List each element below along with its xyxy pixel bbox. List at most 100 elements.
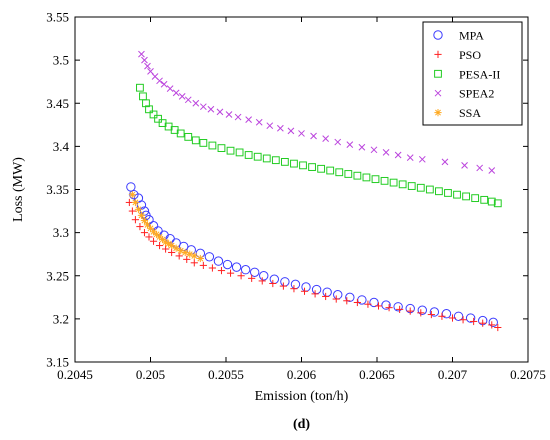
data-point bbox=[453, 190, 461, 199]
axis-ticks: 0.2045 0.205 0.2055 0.206 0.2065 0.207 0.2075 3… bbox=[46, 10, 546, 383]
series-pesa-ii bbox=[136, 83, 502, 208]
data-point bbox=[213, 256, 224, 266]
data-point bbox=[222, 259, 233, 270]
data-point bbox=[398, 180, 407, 189]
y-tick-label: 3.15 bbox=[46, 355, 69, 370]
y-tick-label: 3.2 bbox=[53, 311, 69, 326]
data-point bbox=[406, 154, 414, 161]
data-point bbox=[258, 277, 266, 285]
data-point bbox=[493, 199, 502, 208]
data-point bbox=[249, 267, 260, 277]
data-point bbox=[429, 307, 440, 317]
data-point bbox=[346, 141, 354, 149]
series-spea2 bbox=[138, 50, 496, 174]
data-point bbox=[494, 323, 502, 332]
data-point bbox=[149, 110, 158, 119]
data-point bbox=[190, 259, 198, 267]
y-tick-label: 3.35 bbox=[46, 182, 69, 197]
data-point bbox=[369, 297, 379, 308]
data-point bbox=[271, 156, 280, 165]
data-point bbox=[280, 158, 289, 166]
data-point bbox=[453, 311, 464, 321]
data-point bbox=[479, 319, 487, 327]
data-point bbox=[160, 80, 168, 88]
data-point bbox=[362, 173, 371, 182]
data-point bbox=[140, 229, 149, 237]
data-point bbox=[199, 139, 208, 147]
data-point bbox=[417, 305, 427, 315]
data-point bbox=[199, 261, 207, 269]
x-tick-label: 0.2045 bbox=[57, 367, 93, 382]
data-point bbox=[136, 222, 144, 231]
data-point bbox=[287, 127, 295, 135]
data-point bbox=[465, 313, 476, 323]
data-point bbox=[144, 62, 151, 70]
data-point bbox=[438, 312, 446, 320]
data-point bbox=[364, 300, 372, 308]
data-point bbox=[234, 113, 242, 121]
data-point bbox=[394, 151, 402, 159]
legend-label: PSO bbox=[459, 48, 481, 62]
data-point bbox=[374, 302, 383, 310]
data-point bbox=[381, 300, 391, 310]
data-point bbox=[299, 161, 307, 170]
data-point bbox=[231, 262, 242, 272]
data-point bbox=[166, 85, 174, 92]
series-pso bbox=[125, 198, 502, 332]
data-point bbox=[358, 143, 366, 151]
data-point bbox=[310, 132, 317, 140]
data-point bbox=[155, 241, 164, 250]
data-point bbox=[191, 136, 200, 145]
data-point bbox=[225, 111, 233, 118]
data-point bbox=[396, 305, 404, 313]
data-point bbox=[131, 198, 139, 207]
data-point bbox=[416, 183, 425, 192]
data-point bbox=[138, 50, 145, 58]
data-point bbox=[136, 83, 144, 92]
data-point bbox=[290, 285, 298, 293]
data-point bbox=[322, 292, 330, 301]
data-point bbox=[240, 265, 251, 275]
x-tick-label: 0.2075 bbox=[510, 367, 546, 382]
data-point bbox=[476, 164, 484, 172]
data-point bbox=[217, 266, 226, 275]
data-point bbox=[326, 166, 335, 175]
data-point bbox=[208, 264, 217, 272]
y-tick-label: 3.45 bbox=[46, 96, 69, 111]
legend-marker bbox=[433, 30, 443, 40]
data-point bbox=[237, 272, 245, 280]
y-axis-label: Loss (MW) bbox=[11, 157, 26, 222]
data-point bbox=[156, 77, 163, 85]
data-point bbox=[311, 290, 319, 298]
data-point bbox=[371, 175, 380, 184]
data-point bbox=[280, 277, 290, 287]
data-point bbox=[353, 171, 362, 180]
data-point bbox=[470, 317, 478, 326]
data-point bbox=[290, 279, 301, 290]
data-point bbox=[322, 135, 330, 142]
series-mpa bbox=[126, 182, 498, 328]
data-point bbox=[269, 274, 280, 284]
data-point bbox=[370, 146, 378, 154]
x-tick-label: 0.2055 bbox=[208, 367, 244, 382]
data-point bbox=[128, 207, 136, 215]
data-point bbox=[406, 307, 414, 315]
x-axis-label: Emission (ton/h) bbox=[255, 389, 349, 404]
data-point bbox=[480, 195, 489, 204]
data-point bbox=[259, 271, 269, 281]
data-point bbox=[126, 182, 136, 192]
data-point bbox=[208, 141, 217, 150]
data-point bbox=[417, 309, 425, 317]
data-point bbox=[245, 116, 253, 123]
y-tick-label: 3.5 bbox=[53, 53, 69, 68]
data-point bbox=[393, 302, 403, 312]
legend-marker bbox=[434, 69, 442, 78]
data-point bbox=[172, 89, 180, 97]
data-point bbox=[385, 304, 393, 312]
data-point bbox=[125, 198, 133, 207]
data-point bbox=[462, 192, 470, 201]
data-point bbox=[425, 185, 434, 194]
data-point bbox=[311, 284, 322, 295]
plot-marks bbox=[125, 50, 502, 332]
